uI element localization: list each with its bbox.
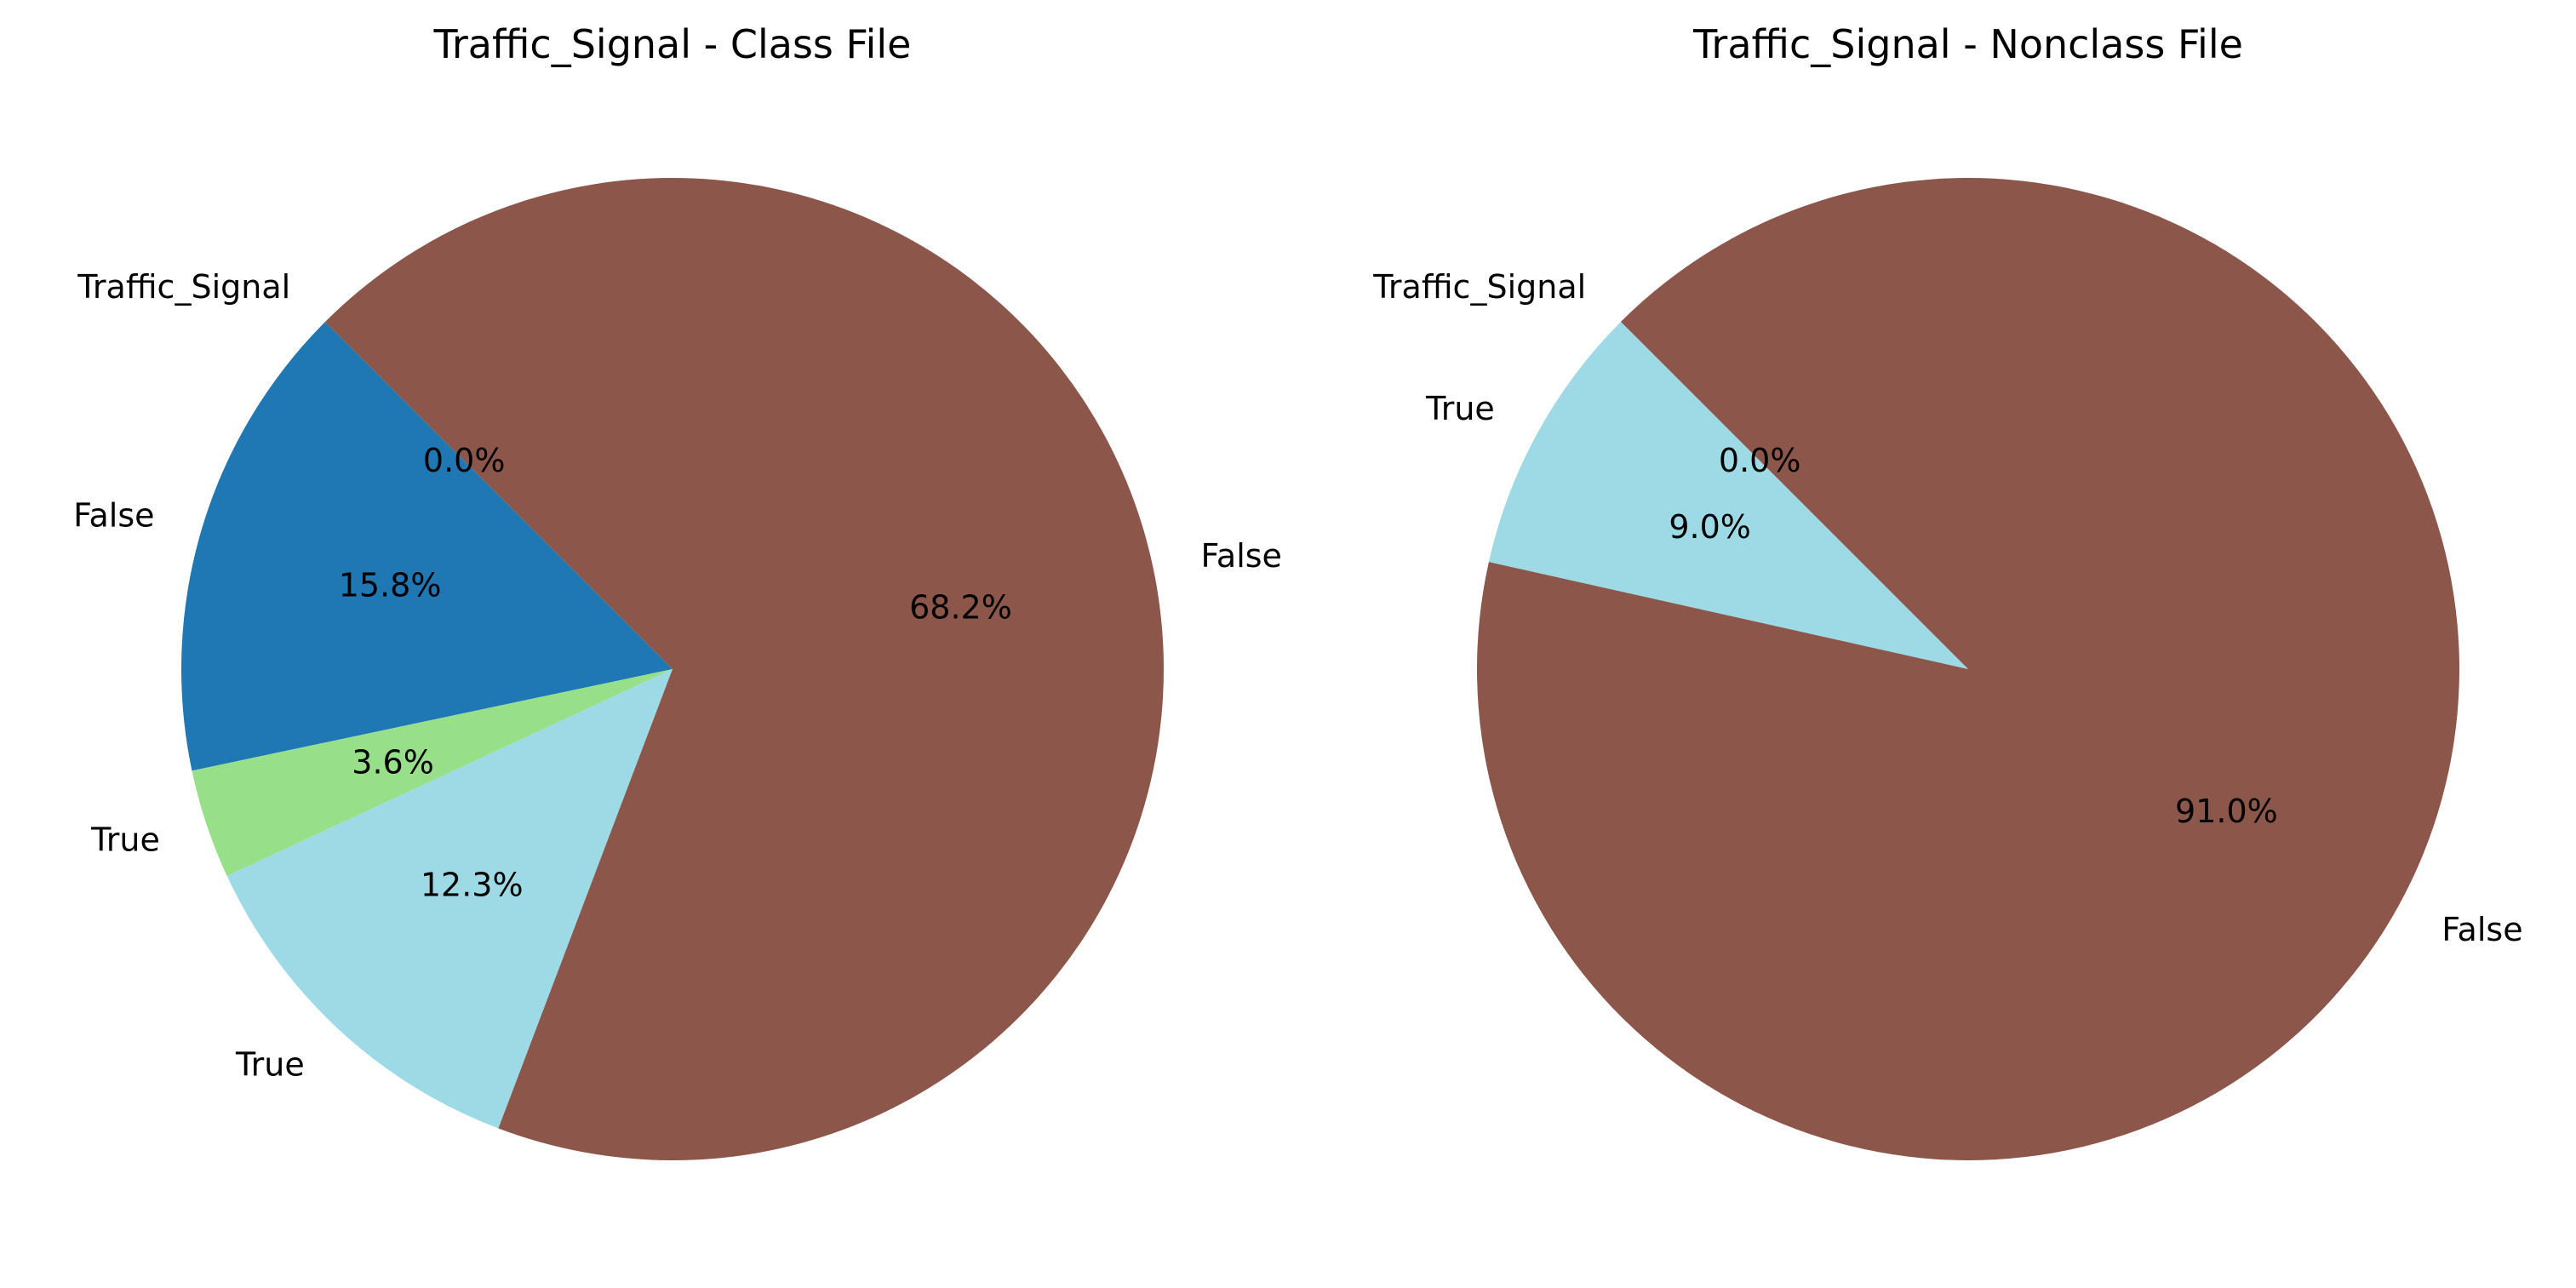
slice-percent-label: 9.0% — [1669, 508, 1751, 546]
slice-percent-label: 12.3% — [421, 866, 524, 903]
pie-slice-false — [1476, 177, 2459, 1161]
slice-percent-label: 91.0% — [2175, 793, 2278, 830]
pie-chart-2: Traffic_Signal0.0%True9.0%False91.0%Traf… — [1372, 21, 2523, 1161]
pie-slice-true — [1488, 321, 1968, 669]
pie-slice-true — [226, 669, 673, 1129]
slice-percent-label: 15.8% — [339, 566, 442, 604]
pie-chart-1: Traffic_Signal 0.0% False 15.8% True 3.6% True… — [73, 21, 1282, 1160]
slice-percent-label: 0.0% — [1719, 442, 1801, 479]
pie-slice-true — [192, 669, 673, 877]
pie-wedges — [1476, 177, 2459, 1161]
slice-percent-label: 3.6% — [352, 743, 434, 781]
pie-labels: Traffic_Signal 0.0% True 9.0% False 91.0% — [1372, 268, 2522, 948]
pie-labels: Traffic_Signal 0.0% False 15.8% True 3.6% True… — [73, 268, 1282, 1084]
slice-label: True — [1425, 390, 1495, 427]
slice-label: True — [90, 821, 160, 859]
slice-label: True — [235, 1046, 305, 1084]
slice-label: False — [73, 496, 154, 534]
slice-label: Traffic_Signal — [1372, 268, 1586, 306]
pie-wedges — [181, 177, 1165, 1160]
slice-percent-label: 0.0% — [423, 442, 506, 479]
pie-slice-false — [324, 177, 1165, 1160]
chart-title: Traffic_Signal - Nonclass File — [1692, 21, 2243, 67]
slice-label: False — [2441, 911, 2522, 948]
slice-label: Traffic_Signal — [77, 268, 290, 306]
slice-percent-label: 68.2% — [909, 588, 1012, 626]
pie-slice-false — [181, 321, 673, 771]
slice-label: False — [1201, 537, 1282, 575]
chart-title: Traffic_Signal - Class File — [433, 21, 912, 67]
